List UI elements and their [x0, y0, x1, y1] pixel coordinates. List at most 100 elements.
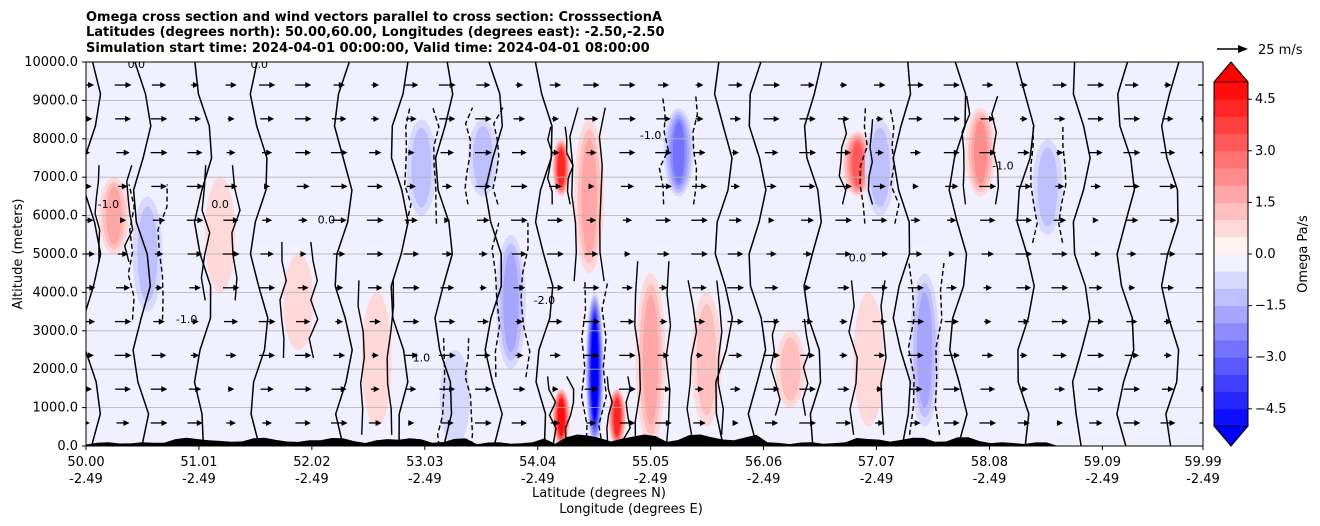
- y-axis-label: Altitude (meters): [11, 199, 26, 310]
- wind-vector-head-23-7: [912, 183, 919, 190]
- wind-vector-head-11-9: [485, 115, 492, 122]
- y-tick-label-3000: 3000.0: [33, 324, 79, 339]
- wind-vector-head-11-10: [484, 82, 491, 89]
- wind-vector-head-30-8: [1169, 149, 1176, 156]
- wind-vector-head-13-6: [557, 217, 564, 224]
- wind-vector-head-12-6: [521, 217, 528, 224]
- wind-vector-head-9-3: [413, 318, 420, 325]
- wind-vector-head-12-9: [519, 115, 526, 122]
- wind-vector-head-22-7: [879, 183, 886, 190]
- wind-vector-head-17-10: [697, 82, 704, 89]
- contour-line-3-b: [308, 241, 319, 359]
- wind-vector-head-7-3: [337, 318, 344, 325]
- omega-region-10: [557, 149, 565, 186]
- wind-vector-head-16-5: [663, 251, 670, 257]
- chart-title: Omega cross section and wind vectors par…: [86, 10, 665, 56]
- contour-line-21-b: [934, 261, 945, 435]
- wind-vector-head-29-3: [1131, 318, 1138, 325]
- wind-vector-head-5-0: [265, 419, 272, 426]
- wind-vector-head-3-0: [196, 419, 203, 426]
- wind-vector-head-6-10: [305, 82, 312, 89]
- zero-contour-3: [249, 62, 269, 446]
- wind-vector-head-13-9: [553, 115, 560, 122]
- x-tick-label-lon-6: -2.49: [747, 472, 781, 487]
- wind-vector-head-7-6: [340, 217, 347, 224]
- contour-line-7-a: [464, 107, 474, 205]
- wind-vector-head-0-10: [88, 82, 95, 89]
- wind-vector-head-11-2: [484, 352, 491, 359]
- wind-vector-head-31-3: [1205, 319, 1211, 325]
- wind-vector-head-28-6: [1092, 217, 1099, 224]
- x-tick-label-lat-8: 58.08: [971, 455, 1008, 470]
- wind-vector-head-21-6: [846, 217, 853, 224]
- wind-vector-head-1-6: [120, 217, 127, 224]
- wind-vector-head-5-8: [266, 149, 273, 156]
- wind-vector-head-10-1: [449, 386, 456, 393]
- x-tick-label-lon-5: -2.49: [634, 472, 668, 487]
- wind-vector-head-20-10: [808, 82, 815, 89]
- colorbar-level-0.5: [1214, 219, 1248, 238]
- wind-vector-head-25-8: [990, 149, 997, 156]
- wind-vector-head-19-10: [774, 82, 781, 89]
- wind-vector-head-26-10: [1021, 82, 1028, 89]
- wind-vector-head-14-0: [590, 419, 597, 426]
- wind-vector-head-19-8: [772, 149, 779, 156]
- contour-line-8-a: [491, 222, 501, 378]
- wind-vector-head-13-3: [556, 318, 563, 325]
- wind-vector-head-24-0: [953, 419, 960, 426]
- wind-vector-head-8-4: [376, 284, 383, 291]
- contour-label-10: -1.0: [640, 129, 661, 142]
- contour-line-12-b: [598, 107, 606, 282]
- y-tick-label-5000: 5000.0: [33, 247, 79, 262]
- wind-vector-head-0-5: [88, 251, 95, 257]
- wind-vector-head-5-1: [267, 386, 274, 393]
- wind-vector-head-27-9: [1059, 115, 1066, 122]
- colorbar-label: Omega Pa/s: [1296, 215, 1311, 293]
- wind-vector-head-23-6: [914, 217, 921, 224]
- wind-vector-head-30-7: [1170, 183, 1177, 190]
- contour-line-3-a: [279, 241, 287, 359]
- wind-vector-head-26-7: [1025, 183, 1032, 190]
- wind-vector-head-28-7: [1094, 183, 1101, 190]
- y-tick-label-0: 0.0: [57, 439, 78, 454]
- omega-region-7: [472, 126, 493, 190]
- contour-line-14-a: [634, 261, 642, 446]
- wind-vector-head-11-7: [485, 183, 492, 190]
- wind-vector-head-21-9: [843, 115, 850, 122]
- contour-line-4-b: [386, 280, 395, 435]
- wind-vector-head-6-2: [305, 352, 312, 359]
- contour-label-5: 1.0: [413, 352, 431, 365]
- wind-vector-head-26-4: [1025, 284, 1032, 291]
- wind-vector-head-19-6: [768, 217, 775, 224]
- x-tick-label-lon-4: -2.49: [521, 472, 555, 487]
- wind-vector-head-31-4: [1206, 285, 1212, 291]
- wind-vector-head-27-3: [1062, 318, 1069, 325]
- wind-vector-head-29-8: [1134, 149, 1141, 156]
- wind-vector-head-1-8: [123, 149, 130, 156]
- wind-vector-head-4-4: [233, 284, 240, 291]
- wind-vector-head-17-6: [701, 217, 708, 224]
- colorbar-level--3.0: [1214, 340, 1248, 358]
- wind-vector-head-26-9: [1021, 115, 1028, 122]
- wind-vector-head-30-2: [1165, 352, 1172, 359]
- colorbar-level-2.0: [1214, 168, 1248, 186]
- wind-vector-head-4-3: [232, 318, 239, 325]
- contour-line-22-a: [961, 95, 971, 205]
- wind-vector-head-4-6: [232, 217, 239, 224]
- wind-vector-head-15-5: [624, 251, 631, 257]
- wind-vector-head-20-7: [809, 183, 816, 190]
- plot-area: 0.0 0.0 -1.0 0.0 0.0 1.0 -2.0 0.0 -1.0 -1.0 -1.0: [86, 62, 1212, 446]
- wind-vector-head-27-8: [1057, 149, 1064, 156]
- wind-vector-head-6-6: [301, 217, 308, 224]
- wind-vector-head-15-2: [629, 352, 636, 359]
- wind-vector-head-22-10: [879, 82, 886, 89]
- wind-vector-head-23-9: [916, 115, 923, 122]
- wind-vector-head-29-5: [1130, 251, 1137, 257]
- wind-vector-head-10-0: [447, 419, 454, 426]
- wind-vector-head-10-9: [449, 115, 456, 122]
- wind-vector-head-28-5: [1094, 251, 1101, 257]
- wind-vector-head-16-9: [664, 115, 671, 122]
- wind-vector-head-24-10: [953, 82, 960, 89]
- wind-vector-head-27-5: [1061, 251, 1068, 257]
